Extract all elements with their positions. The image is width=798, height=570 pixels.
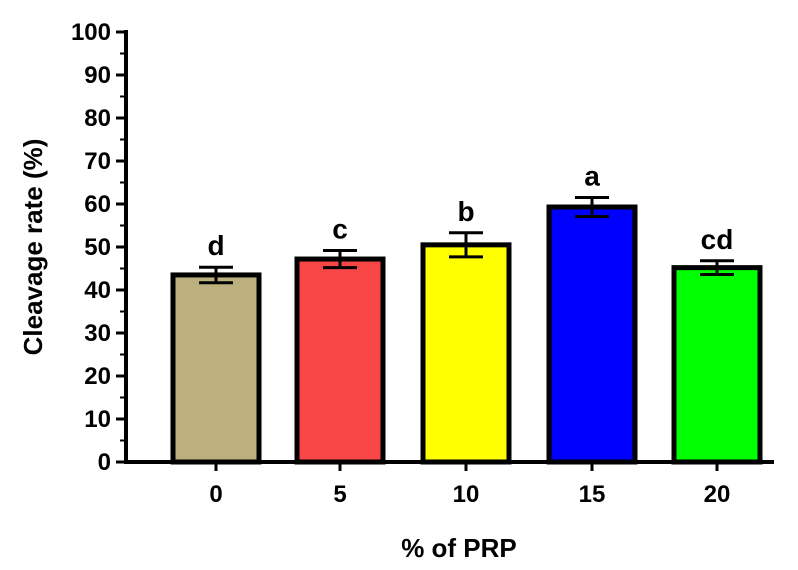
y-axis-title: Cleavage rate (%): [18, 139, 48, 356]
y-tick-label: 60: [84, 191, 111, 218]
x-axis-title: % of PRP: [401, 533, 517, 563]
x-axis-ticks: 0 5 10 15 20: [209, 462, 730, 508]
y-tick-label: 80: [84, 105, 111, 132]
significance-label: a: [584, 161, 600, 192]
error-bars-group: [199, 196, 734, 285]
y-tick-label: 70: [84, 148, 111, 175]
bar-0: [170, 272, 262, 465]
significance-label: cd: [701, 224, 734, 255]
y-tick-label: 40: [84, 277, 111, 304]
x-tick-label: 20: [704, 481, 731, 508]
significance-labels-group: d c b a cd: [207, 161, 733, 262]
bar-10: [420, 242, 512, 465]
y-tick-label: 30: [84, 320, 111, 347]
bar-15: [546, 204, 638, 465]
significance-label: d: [207, 230, 224, 261]
bar-20: [671, 265, 763, 465]
x-tick-label: 10: [453, 481, 480, 508]
x-tick-label: 5: [333, 481, 346, 508]
y-tick-label: 0: [98, 449, 111, 476]
y-tick-label: 90: [84, 62, 111, 89]
significance-label: c: [332, 213, 348, 244]
y-tick-label: 100: [71, 19, 111, 46]
y-tick-label: 20: [84, 363, 111, 390]
y-tick-label: 50: [84, 234, 111, 261]
y-axis-ticks: 0 10 20 30 40 50 60 70 80 90 100: [71, 19, 126, 476]
significance-label: b: [457, 196, 474, 227]
x-tick-label: 15: [579, 481, 606, 508]
bar-5: [294, 256, 386, 465]
x-tick-label: 0: [209, 481, 222, 508]
y-tick-label: 10: [84, 406, 111, 433]
